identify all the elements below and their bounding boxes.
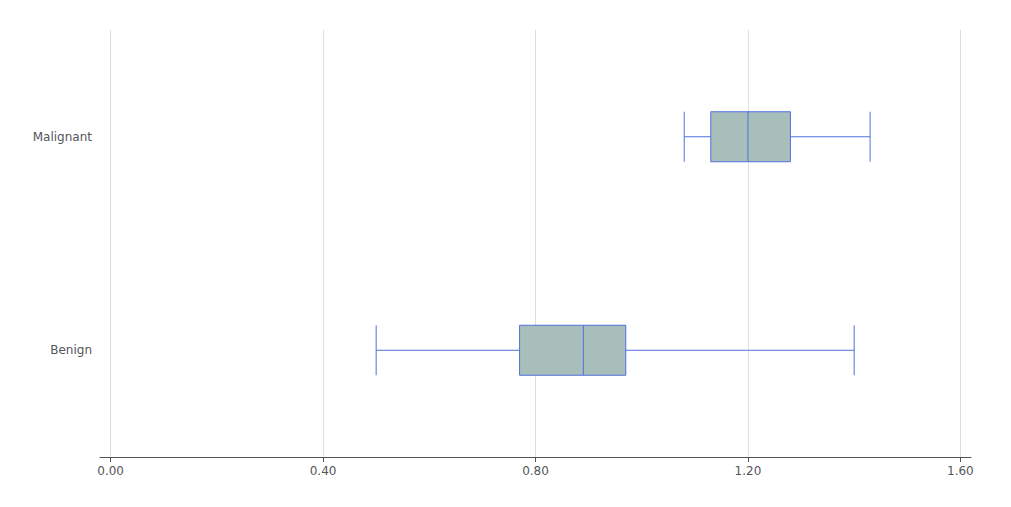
svg-text:Benign: Benign [50,343,92,357]
svg-text:0.40: 0.40 [310,464,337,478]
svg-text:0.00: 0.00 [97,464,124,478]
svg-text:0.80: 0.80 [522,464,549,478]
svg-text:1.20: 1.20 [735,464,762,478]
svg-text:1.60: 1.60 [947,464,974,478]
svg-text:Malignant: Malignant [33,130,93,144]
